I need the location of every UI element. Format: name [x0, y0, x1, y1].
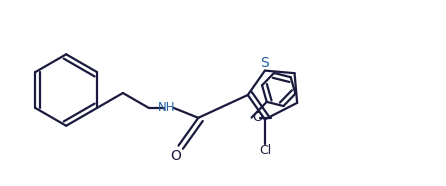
Text: NH: NH	[158, 101, 175, 114]
Text: Cl: Cl	[259, 144, 271, 157]
Text: S: S	[260, 56, 269, 70]
Text: O: O	[170, 149, 181, 163]
Text: O: O	[252, 111, 263, 124]
